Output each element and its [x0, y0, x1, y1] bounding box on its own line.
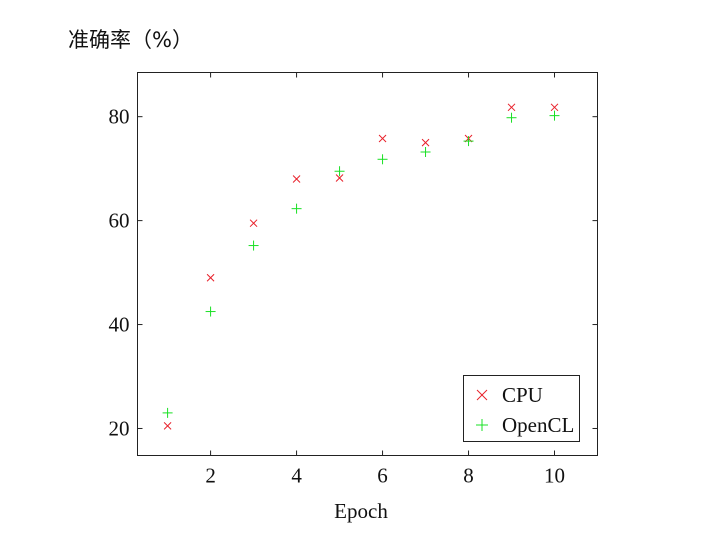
data-point-opencl: [248, 240, 259, 251]
data-point-opencl: [506, 112, 517, 123]
data-point-cpu: [421, 138, 430, 147]
x-tick-label: 8: [463, 464, 474, 488]
legend-plus-marker: [476, 419, 488, 431]
series-cpu: [163, 103, 559, 430]
data-point-cpu: [507, 103, 516, 112]
data-point-cpu: [206, 273, 215, 282]
y-tick-label: 60: [109, 209, 130, 233]
data-point-opencl: [420, 147, 431, 158]
legend: CPU OpenCL: [463, 375, 580, 442]
x-tick-label: 4: [291, 464, 302, 488]
data-point-opencl: [334, 166, 345, 177]
legend-item-cpu: CPU: [464, 380, 543, 410]
x-tick-label: 6: [377, 464, 388, 488]
x-tick-label: 10: [544, 464, 565, 488]
data-point-cpu: [249, 219, 258, 228]
y-tick-label: 40: [109, 313, 130, 337]
legend-label-cpu: CPU: [502, 382, 543, 407]
legend-label-opencl: OpenCL: [502, 412, 575, 437]
data-point-opencl: [291, 203, 302, 214]
y-tick-label: 80: [109, 105, 130, 129]
y-tick-label: 20: [109, 416, 130, 440]
data-point-opencl: [205, 306, 216, 317]
axis-ticks: 2 4 6 8 10 20 40 60 80: [109, 72, 598, 488]
data-point-opencl: [162, 407, 173, 418]
legend-cross-marker: [476, 389, 488, 401]
data-point-opencl: [463, 136, 474, 147]
data-point-opencl: [377, 154, 388, 165]
plot-marks: [162, 103, 560, 430]
x-tick-label: 2: [205, 464, 216, 488]
x-axis-label: Epoch: [334, 499, 388, 523]
y-axis-label: 准确率（%）: [68, 28, 193, 52]
data-point-cpu: [163, 422, 172, 430]
legend-item-opencl: OpenCL: [464, 410, 574, 440]
series-opencl: [162, 110, 560, 418]
plot-frame: [137, 72, 598, 456]
data-point-cpu: [292, 175, 301, 183]
data-point-opencl: [549, 110, 560, 121]
data-point-cpu: [550, 103, 559, 112]
data-point-cpu: [335, 174, 344, 182]
data-point-cpu: [378, 134, 387, 143]
